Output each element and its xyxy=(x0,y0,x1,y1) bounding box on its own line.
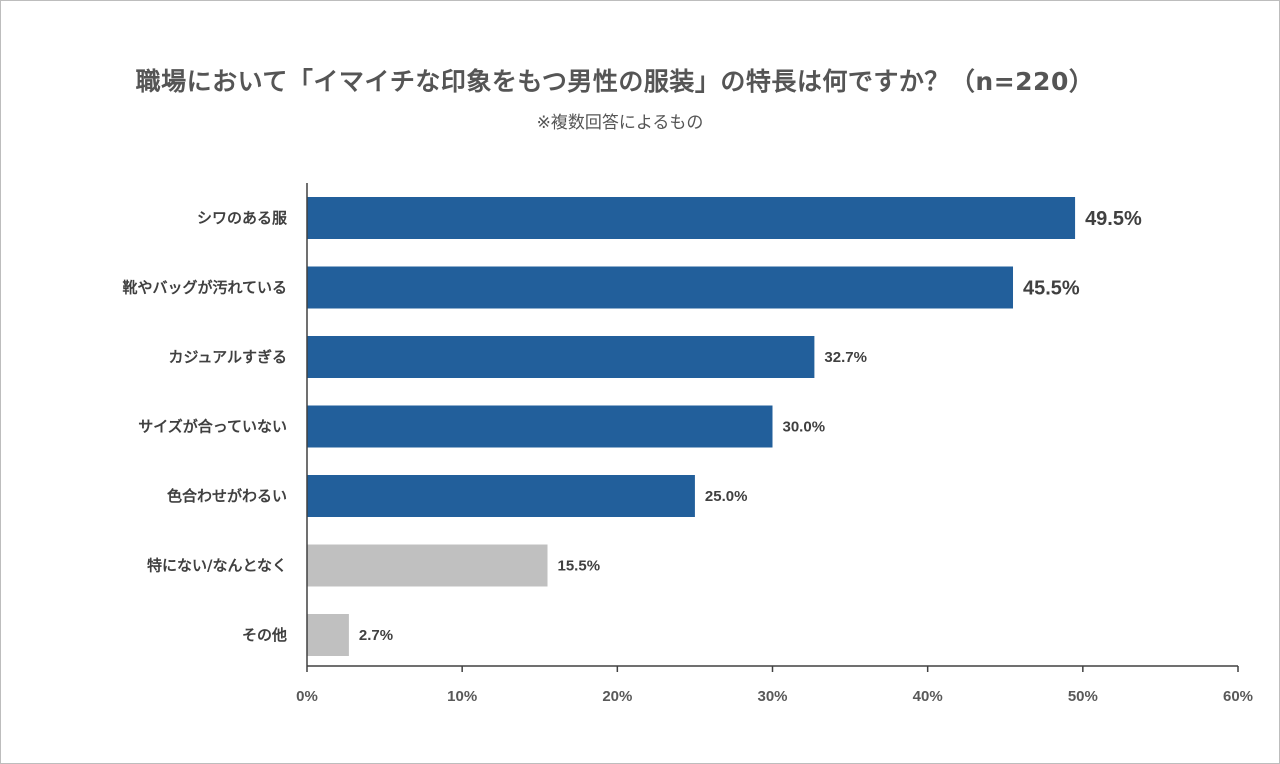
category-label: 特にない/なんとなく xyxy=(147,557,287,575)
x-tick-label: 60% xyxy=(1223,688,1253,705)
bar-1 xyxy=(307,197,1076,239)
value-label: 45.5% xyxy=(1023,278,1080,300)
bar-7 xyxy=(307,614,349,656)
x-tick-label: 40% xyxy=(913,688,943,705)
category-label: 靴やバッグが汚れている xyxy=(122,279,287,297)
bar-5 xyxy=(307,475,695,517)
category-label: サイズが合っていない xyxy=(138,418,287,436)
chart-subtitle: ※複数回答によるもの xyxy=(536,113,704,133)
bar-3 xyxy=(307,336,815,378)
value-label: 2.7% xyxy=(359,627,393,644)
category-label: シワのある服 xyxy=(197,209,288,227)
bar-4 xyxy=(307,405,773,448)
value-label: 32.7% xyxy=(824,349,867,366)
bar-2 xyxy=(307,266,1014,309)
x-tick-label: 30% xyxy=(757,688,787,705)
value-label: 30.0% xyxy=(783,419,826,436)
category-label: 色合わせがわるい xyxy=(167,487,287,505)
value-label: 15.5% xyxy=(558,558,601,575)
value-label: 49.5% xyxy=(1085,208,1142,230)
x-tick-label: 0% xyxy=(296,688,318,705)
bar-6 xyxy=(307,544,548,587)
value-label: 25.0% xyxy=(705,488,748,505)
x-tick-label: 10% xyxy=(447,688,477,705)
x-tick-label: 50% xyxy=(1068,688,1098,705)
category-label: その他 xyxy=(242,626,287,644)
chart-title: 職場において「イマイチな印象をもつ男性の服装」の特長は何ですか？（n=220） xyxy=(135,67,1095,96)
x-tick-label: 20% xyxy=(602,688,632,705)
category-label: カジュアルすぎる xyxy=(168,348,287,366)
